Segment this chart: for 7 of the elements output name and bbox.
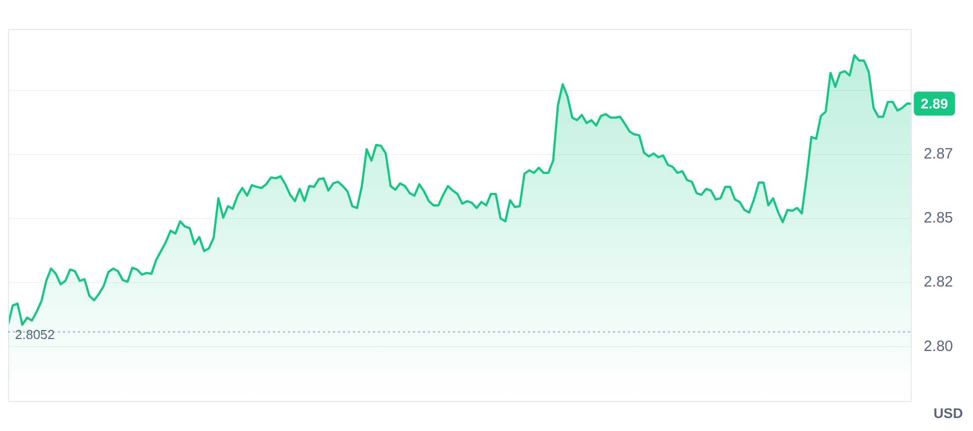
- annotation: 2.89: [920, 96, 948, 112]
- y-tick-label: 2.80: [924, 338, 954, 355]
- y-tick-label: 2.82: [924, 274, 954, 291]
- y-axis-title: USD: [933, 404, 963, 421]
- y-tick-label: 2.85: [924, 210, 954, 227]
- ref-line-label: 2.8052: [15, 326, 55, 342]
- y-tick-label: 2.87: [924, 146, 954, 163]
